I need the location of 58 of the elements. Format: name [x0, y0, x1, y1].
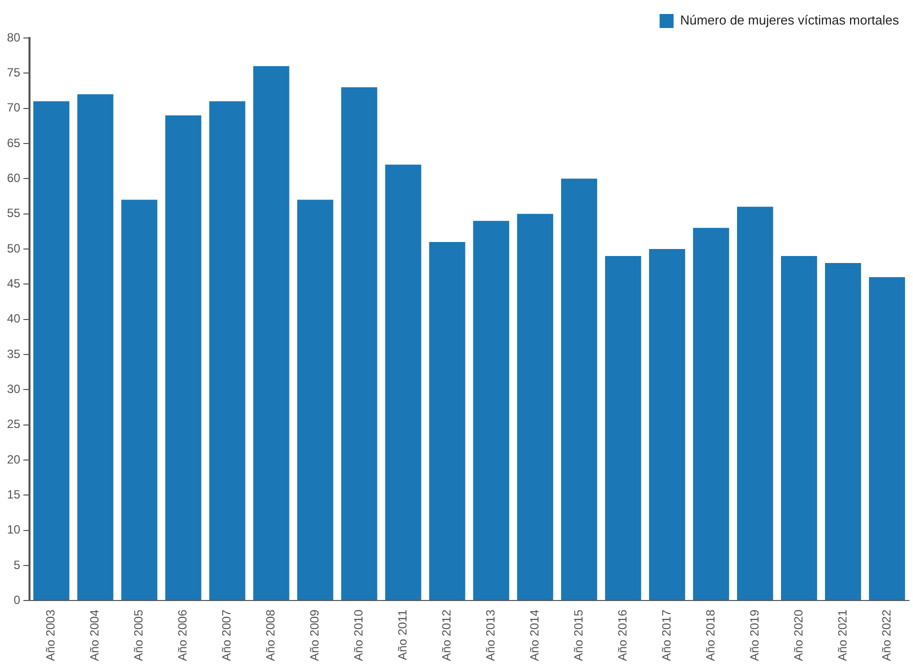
x-tick-label: Año 2014	[527, 609, 542, 662]
bar	[605, 256, 642, 600]
bar	[824, 263, 862, 600]
bar	[693, 228, 730, 600]
x-tick-label: Año 2018	[703, 609, 718, 662]
bar	[781, 256, 818, 600]
y-tick-label: 65	[6, 136, 21, 150]
bar	[33, 101, 70, 600]
bar	[165, 115, 202, 600]
x-tick-label: Año 2008	[264, 609, 278, 662]
x-tick-label: Año 2021	[835, 609, 850, 662]
y-tick-label: 10	[6, 522, 21, 537]
x-tick-label: Año 2022	[879, 609, 894, 662]
y-tick-label: 70	[6, 100, 21, 115]
x-tick-label: Año 2005	[132, 609, 146, 662]
bar	[341, 87, 378, 600]
bar	[121, 200, 158, 600]
x-tick-label: Año 2010	[352, 609, 366, 662]
bar	[253, 66, 290, 600]
x-tick-label: Año 2011	[396, 609, 410, 660]
bar	[209, 101, 246, 600]
y-tick-label: 25	[6, 417, 21, 432]
y-tick-label: 50	[6, 241, 21, 256]
bar	[561, 178, 598, 600]
y-tick-label: 20	[6, 452, 21, 466]
y-tick-label: 80	[6, 30, 21, 44]
x-tick-label: Año 2015	[571, 609, 586, 662]
y-tick-label: 30	[6, 382, 21, 396]
x-tick-label: Año 2009	[308, 609, 322, 662]
bar	[737, 206, 774, 600]
x-tick-label: Año 2012	[439, 609, 454, 662]
y-tick-label: 35	[6, 346, 21, 361]
y-tick-label: 60	[6, 170, 21, 185]
bar	[473, 220, 510, 600]
x-tick-label: Año 2016	[615, 609, 630, 662]
bar	[429, 242, 466, 600]
y-tick-label: 55	[6, 206, 21, 220]
x-tick-label: Año 2017	[659, 609, 674, 662]
y-tick-label: 75	[6, 65, 21, 80]
y-tick-label: 40	[6, 312, 21, 326]
x-tick-label: Año 2003	[44, 609, 58, 662]
x-tick-label: Año 2004	[88, 609, 102, 662]
x-tick-label: Año 2006	[176, 609, 190, 662]
x-tick-label: Año 2007	[220, 609, 234, 662]
y-tick-label: 5	[14, 558, 21, 572]
x-tick-label: Año 2020	[791, 609, 806, 662]
bar	[297, 200, 334, 600]
y-tick-label: 15	[6, 487, 21, 502]
x-tick-label: Año 2019	[747, 609, 762, 662]
bar	[517, 214, 554, 600]
bar	[385, 164, 422, 600]
bar	[868, 277, 906, 600]
y-tick-label: 0	[14, 592, 21, 607]
bar	[77, 94, 114, 600]
legend-label: Número de mujeres víctimas mortales	[680, 12, 900, 28]
x-tick-label: Año 2013	[483, 609, 498, 662]
y-tick-label: 45	[6, 276, 21, 290]
bar	[649, 248, 686, 600]
